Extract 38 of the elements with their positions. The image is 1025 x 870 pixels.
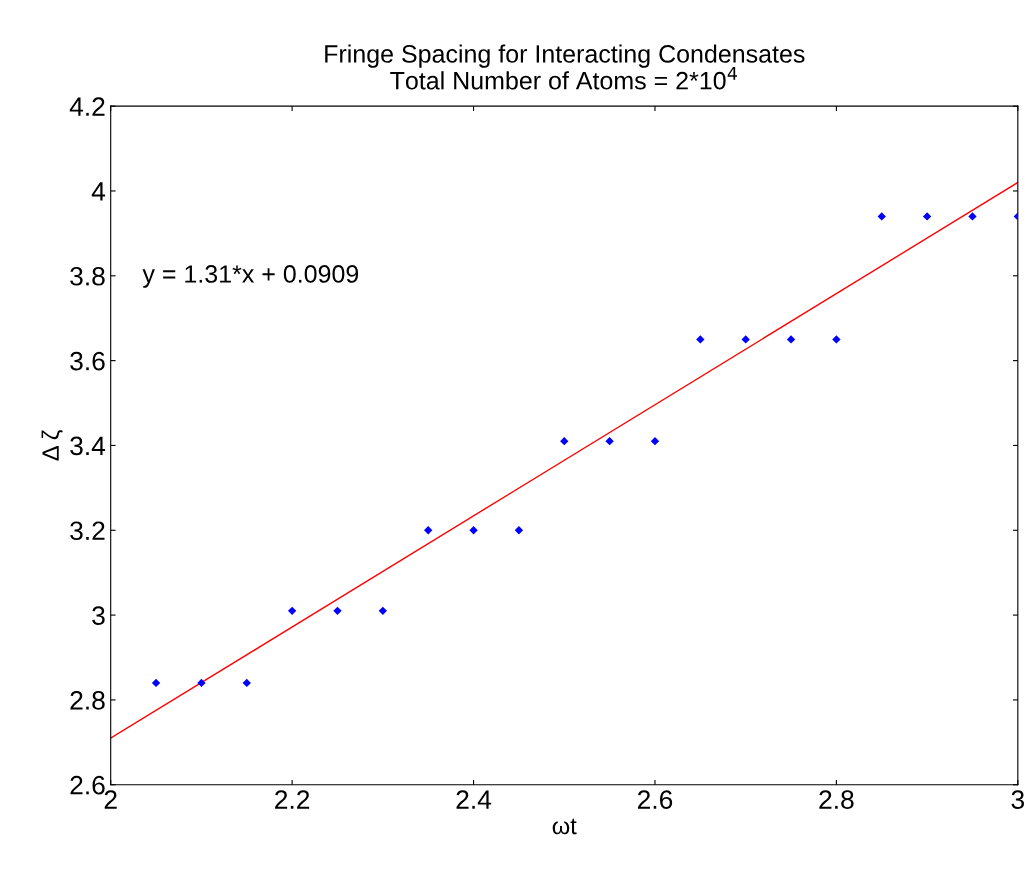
point <box>696 335 705 344</box>
y-axis-title: Δ ζ <box>41 430 63 461</box>
chart-title: Fringe Spacing for Interacting Condensates <box>325 44 805 68</box>
point <box>741 335 750 344</box>
point <box>469 526 478 535</box>
point <box>650 437 660 446</box>
point <box>333 606 342 616</box>
x-tick-label: 2.2 <box>275 790 310 809</box>
y-tick-label: 3 <box>92 606 105 625</box>
point <box>786 335 796 344</box>
y-tick-label: 2.8 <box>70 691 105 710</box>
y-tick-label: 3.8 <box>70 266 105 286</box>
point <box>968 212 977 221</box>
y-tick-label: 2.6 <box>70 775 105 795</box>
x-tick-label: 2.6 <box>637 790 673 809</box>
x-tick-label: 2.8 <box>819 790 854 809</box>
point <box>514 526 524 535</box>
y-tick-label: 3.4 <box>70 436 106 456</box>
point <box>287 606 297 616</box>
point <box>922 212 932 221</box>
point <box>151 678 161 688</box>
point <box>378 606 387 616</box>
point <box>877 212 886 221</box>
point <box>242 678 251 688</box>
point <box>605 437 614 446</box>
point <box>832 335 841 344</box>
y-tick-label: 3.2 <box>70 521 105 541</box>
y-tick-label: 4.2 <box>69 97 105 116</box>
x-tick-label: 3 <box>1011 790 1024 809</box>
point <box>424 526 433 535</box>
x-axis-title: ωt <box>552 818 577 835</box>
y-tick-label: 3.6 <box>70 351 105 371</box>
annotation: y = 1.31*x + 0.0909 <box>142 265 359 288</box>
x-tick-label: 2.4 <box>456 790 492 809</box>
x-tick-label: 2 <box>104 790 117 809</box>
point <box>560 437 569 446</box>
y-tick-label: 4 <box>91 182 106 201</box>
point <box>197 678 206 688</box>
